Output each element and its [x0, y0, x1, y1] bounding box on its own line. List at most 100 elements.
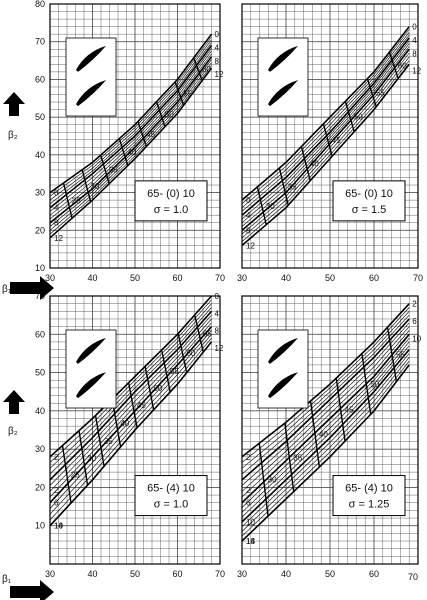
x-tick-label: 40 [281, 569, 291, 579]
solidity-value: σ = 1.0 [154, 499, 189, 511]
x-tick-label: 60 [172, 273, 182, 283]
blade-inset [66, 38, 116, 116]
x-tick-label: 40 [87, 569, 97, 579]
x-tick-label: 30 [45, 273, 55, 283]
x-tick-label: 50 [130, 273, 140, 283]
curve-label-left: 12 [54, 234, 63, 243]
contour-label: 35 [293, 453, 302, 462]
contour-label: 30 [90, 182, 99, 191]
contour-label: 40 [128, 148, 137, 157]
contour-label: 50 [354, 112, 363, 121]
y-tick-label: 60 [35, 329, 45, 339]
curve-label-left: 2 [246, 453, 251, 462]
contour-label: 60 [186, 349, 195, 358]
curve-label-right: 12 [215, 70, 224, 79]
beta2-label-top: β₂ [8, 130, 18, 141]
profile-label-box: 65- (0) 10 σ = 1.5 [333, 181, 405, 221]
solidity-value: σ = 1.0 [154, 204, 189, 216]
contour-label: 50 [153, 384, 162, 393]
curve-label-right: 4 [215, 43, 220, 52]
contour-label: 30 [87, 454, 96, 463]
y-tick-label: 50 [35, 368, 45, 378]
x-tick-label: 40 [281, 273, 291, 283]
beta2-arrow-bottom [3, 390, 25, 414]
curve-label-right: 10 [412, 334, 421, 343]
chart-panel-top-left: 30 40 50 60 70102030405060708025303540455055… [35, 0, 225, 283]
contour-line [63, 446, 71, 503]
contour-label: 35 [104, 437, 113, 446]
contour-label: 65 [203, 330, 212, 339]
curve-label-right: 4 [412, 36, 417, 45]
blade-inset-frame [66, 330, 116, 408]
curve-label-right: 12 [215, 344, 224, 353]
y-tick-label: 20 [35, 482, 45, 492]
beta2-arrow-top [3, 92, 25, 116]
x-tick-label: 60 [172, 569, 182, 579]
contour-line [178, 333, 187, 372]
curve-label-right: 0 [412, 23, 417, 32]
curve-label-right: 2 [412, 300, 417, 309]
contour-label: 60 [398, 61, 407, 70]
x-tick-label: 50 [130, 569, 140, 579]
y-tick-label: 50 [35, 112, 45, 122]
profile-name: 65- (0) 10 [345, 188, 393, 200]
contour-label: 45 [332, 136, 341, 145]
blade-inset-frame [258, 38, 308, 116]
curve-label-right: 8 [215, 327, 220, 336]
contour-label: 35 [288, 183, 297, 192]
contour-line [64, 183, 73, 218]
contour-label: 45 [345, 406, 354, 415]
x-tick-label: 50 [325, 273, 335, 283]
x-tick-label: 70 [408, 572, 418, 582]
y-tick-label: 40 [35, 406, 45, 416]
chart-panel-bottom-right: 30 40 50 60 70303540455055226101418261065- (… [237, 296, 422, 582]
blade-inset [258, 38, 308, 116]
contour-label: 55 [396, 350, 405, 359]
curve-label-right: 8 [215, 57, 220, 66]
curve-label-right: 6 [412, 317, 417, 326]
blade-inset-frame [66, 38, 116, 116]
x-tick-label: 70 [215, 569, 225, 579]
contour-label: 30 [268, 476, 277, 485]
curve-label-left: 2 [54, 486, 59, 495]
x-tick-label: 30 [237, 273, 247, 283]
contour-label: 25 [72, 197, 81, 206]
solidity-value: σ = 1.25 [349, 499, 390, 511]
contour-label: 45 [137, 401, 146, 410]
x-tick-label: 70 [413, 273, 423, 283]
y-tick-label: 80 [35, 0, 45, 9]
curve-label-right: 8 [412, 49, 417, 58]
beta1-arrow-bottom [10, 580, 54, 600]
y-tick-label: 10 [35, 521, 45, 531]
solidity-value: σ = 1.5 [352, 204, 387, 216]
curve-label-right: 12 [412, 66, 421, 75]
y-tick-label: 20 [35, 225, 45, 235]
x-tick-label: 70 [215, 273, 225, 283]
curve-label-left: 6 [246, 499, 251, 508]
curve-label-left: 4 [54, 204, 59, 213]
beta2-label-bottom: β₂ [8, 426, 18, 437]
contour-line [194, 58, 203, 81]
x-tick-label: 30 [237, 569, 247, 579]
x-tick-label: 50 [325, 569, 335, 579]
contour-label: 40 [120, 419, 129, 428]
curve-label-left: 0 [246, 196, 251, 205]
contour-label: 45 [146, 130, 155, 139]
curve-label-right: 0 [215, 292, 220, 301]
contour-label: 25 [71, 470, 80, 479]
curve-label-left: 2 [246, 486, 251, 495]
profile-name: 65- (4) 10 [147, 483, 195, 495]
profile-name: 65- (0) 10 [147, 188, 195, 200]
profile-label-box: 65- (0) 10 σ = 1.0 [135, 181, 207, 221]
contour-label: 40 [310, 160, 319, 169]
beta1-label-bottom: β₁ [2, 574, 12, 585]
contour-label: 60 [202, 65, 211, 74]
curve-label-left: 14 [54, 522, 63, 531]
curve-label-left: 18 [246, 537, 255, 546]
blade-inset [258, 330, 308, 408]
profile-label-box: 65- (4) 10 σ = 1.0 [135, 476, 207, 516]
blade-inset [66, 330, 116, 408]
curve-label-right: 0 [215, 30, 220, 39]
y-tick-label: 60 [35, 74, 45, 84]
